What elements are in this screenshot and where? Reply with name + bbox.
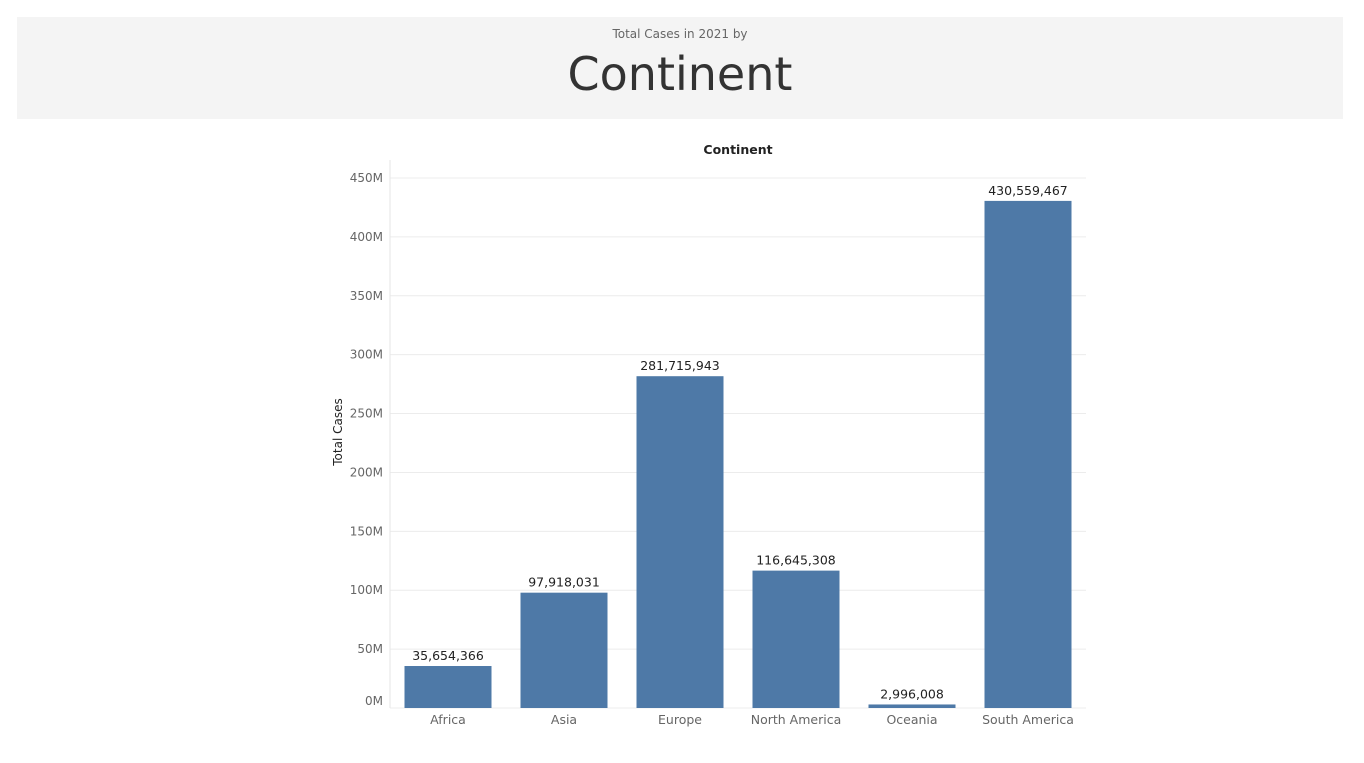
y-tick-label: 100M (350, 583, 383, 597)
y-tick-label: 200M (350, 465, 383, 479)
y-tick-label: 50M (357, 642, 383, 656)
y-tick-label: 150M (350, 524, 383, 538)
y-tick-label: 300M (350, 348, 383, 362)
data-label: 116,645,308 (756, 553, 836, 568)
bar-south-america[interactable] (984, 200, 1072, 709)
data-labels: 35,654,366 97,918,031 281,715,943 116,645,3… (412, 183, 1068, 702)
x-tick-label: Oceania (886, 712, 937, 727)
data-label: 2,996,008 (880, 686, 944, 701)
bar-africa[interactable] (404, 666, 492, 708)
bar-asia[interactable] (520, 592, 608, 708)
axes: 0M 50M 100M 150M 200M 250M 300M 350M 400M 450M Afr… (350, 160, 1074, 727)
y-axis-title: Total Cases (331, 398, 345, 466)
bar-oceania[interactable] (868, 704, 956, 708)
data-label: 35,654,366 (412, 648, 484, 663)
chart-title: Continent (703, 142, 772, 157)
dashboard-title: Continent (567, 47, 793, 101)
data-label: 97,918,031 (528, 575, 600, 590)
x-tick-label: North America (751, 712, 842, 727)
data-label: 430,559,467 (988, 183, 1068, 198)
bars (404, 200, 1072, 709)
x-tick-label: Asia (551, 712, 577, 727)
dashboard-subtitle: Total Cases in 2021 by (612, 27, 748, 41)
x-tick-label: Europe (658, 712, 702, 727)
y-tick-label: 0M (365, 694, 383, 708)
y-tick-label: 350M (350, 289, 383, 303)
data-label: 281,715,943 (640, 358, 720, 373)
title-panel: Total Cases in 2021 by Continent (17, 17, 1343, 119)
y-tick-label: 250M (350, 407, 383, 421)
x-tick-label: Africa (430, 712, 466, 727)
y-tick-label: 400M (350, 230, 383, 244)
bar-north-america[interactable] (752, 570, 840, 708)
y-tick-label: 450M (350, 171, 383, 185)
bar-europe[interactable] (636, 376, 724, 708)
x-tick-label: South America (982, 712, 1074, 727)
grid-lines (390, 177, 1086, 709)
